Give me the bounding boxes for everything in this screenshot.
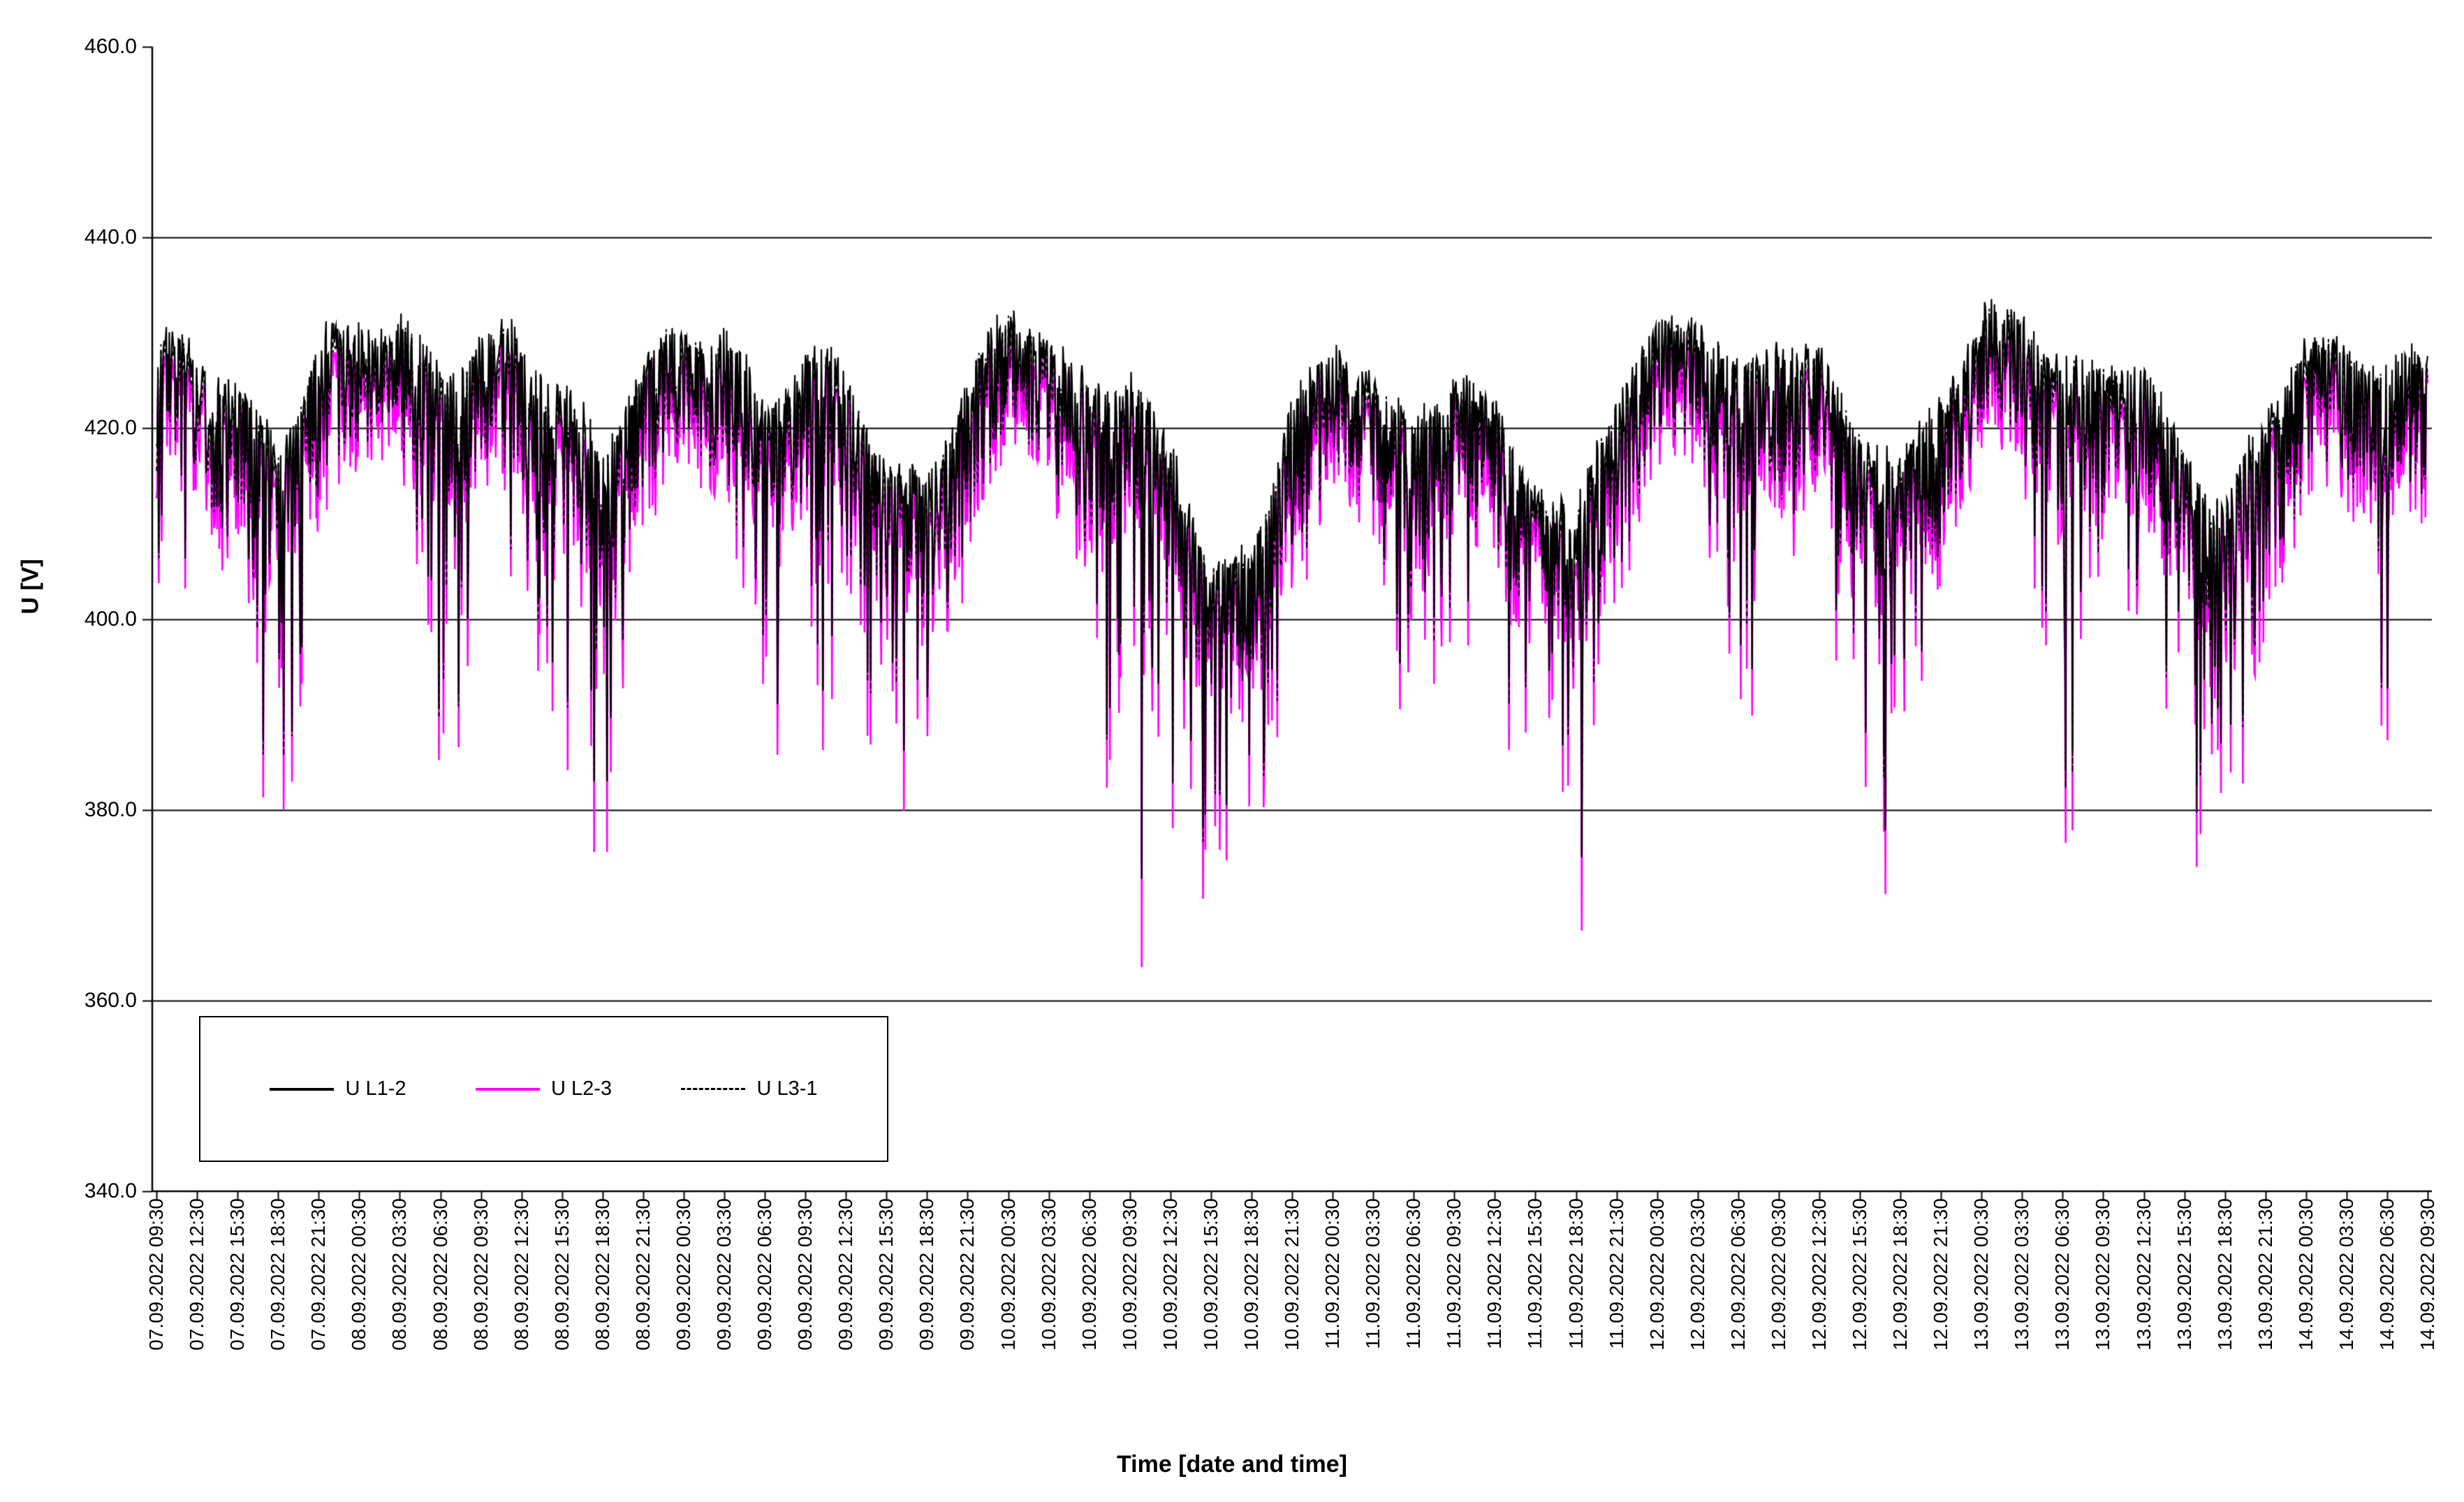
x-tick-label: 08.09.2022 06:30	[429, 1198, 451, 1350]
legend-label: U L1-2	[345, 1077, 406, 1100]
x-tick-label: 13.09.2022 06:30	[2051, 1198, 2074, 1350]
legend-entry: U L1-2	[270, 1077, 406, 1100]
x-tick-label: 14.09.2022 09:30	[2417, 1198, 2438, 1350]
x-tick-label: 13.09.2022 00:30	[1970, 1198, 1993, 1350]
x-tick-label: 12.09.2022 18:30	[1889, 1198, 1912, 1350]
x-tick-label: 10.09.2022 00:30	[997, 1198, 1019, 1350]
x-tick-label: 11.09.2022 03:30	[1362, 1198, 1384, 1349]
x-tick-label: 09.09.2022 06:30	[754, 1198, 776, 1350]
x-tick-label: 11.09.2022 09:30	[1443, 1198, 1465, 1349]
x-tick-label: 14.09.2022 03:30	[2335, 1198, 2357, 1350]
x-tick-label: 13.09.2022 18:30	[2213, 1198, 2236, 1350]
x-tick-label: 12.09.2022 12:30	[1807, 1198, 1830, 1350]
legend: U L1-2 U L2-3 U L3-1	[199, 1016, 888, 1162]
x-axis-title: Time [date and time]	[1117, 1451, 1347, 1478]
legend-entry: U L3-1	[681, 1077, 818, 1100]
x-tick-label: 08.09.2022 21:30	[631, 1198, 654, 1350]
x-tick-label: 07.09.2022 18:30	[267, 1198, 289, 1350]
x-tick-label: 13.09.2022 21:30	[2254, 1198, 2276, 1350]
legend-label: U L3-1	[756, 1077, 818, 1100]
x-tick-label: 11.09.2022 06:30	[1402, 1198, 1425, 1349]
x-tick-label: 11.09.2022 12:30	[1483, 1198, 1506, 1349]
x-tick-label: 13.09.2022 03:30	[2011, 1198, 2033, 1350]
x-tick-label: 09.09.2022 21:30	[956, 1198, 978, 1350]
x-tick-label: 11.09.2022 00:30	[1321, 1198, 1344, 1349]
x-tick-label: 10.09.2022 15:30	[1199, 1198, 1222, 1350]
x-tick-label: 08.09.2022 03:30	[388, 1198, 411, 1350]
x-tick-label: 11.09.2022 21:30	[1605, 1198, 1627, 1349]
x-tick-label: 09.09.2022 12:30	[835, 1198, 857, 1350]
x-tick-label: 07.09.2022 09:30	[145, 1198, 167, 1350]
legend-line-sample	[270, 1087, 335, 1091]
y-tick-label: 360.0	[84, 988, 137, 1012]
x-tick-label: 12.09.2022 21:30	[1930, 1198, 1952, 1350]
x-tick-label: 13.09.2022 15:30	[2173, 1198, 2195, 1350]
y-tick-label: 440.0	[84, 226, 137, 249]
x-tick-label: 10.09.2022 03:30	[1037, 1198, 1059, 1350]
legend-line-sample	[475, 1087, 540, 1091]
y-tick-label: 460.0	[84, 35, 137, 58]
legend-label: U L2-3	[550, 1077, 612, 1100]
x-tick-label: 11.09.2022 15:30	[1524, 1198, 1546, 1349]
legend-line-sample	[681, 1088, 746, 1090]
x-tick-label: 07.09.2022 15:30	[226, 1198, 249, 1350]
x-tick-label: 11.09.2022 18:30	[1564, 1198, 1587, 1349]
y-tick-label: 420.0	[84, 416, 137, 440]
x-tick-label: 10.09.2022 18:30	[1240, 1198, 1262, 1350]
x-tick-label: 09.09.2022 18:30	[916, 1198, 938, 1350]
x-tick-label: 10.09.2022 12:30	[1159, 1198, 1181, 1350]
x-tick-label: 12.09.2022 06:30	[1726, 1198, 1749, 1350]
x-tick-label: 12.09.2022 09:30	[1767, 1198, 1789, 1350]
x-tick-label: 08.09.2022 00:30	[348, 1198, 370, 1350]
x-tick-label: 09.09.2022 09:30	[794, 1198, 816, 1350]
x-tick-label: 08.09.2022 12:30	[510, 1198, 532, 1350]
x-tick-label: 12.09.2022 15:30	[1849, 1198, 1870, 1350]
x-tick-label: 09.09.2022 00:30	[672, 1198, 694, 1350]
y-tick-label: 400.0	[84, 607, 137, 631]
x-tick-label: 07.09.2022 21:30	[307, 1198, 330, 1350]
x-tick-label: 09.09.2022 15:30	[875, 1198, 897, 1350]
y-tick-label: 380.0	[84, 797, 137, 821]
x-tick-label: 10.09.2022 09:30	[1118, 1198, 1141, 1350]
x-tick-label: 10.09.2022 06:30	[1078, 1198, 1100, 1350]
x-tick-label: 09.09.2022 03:30	[713, 1198, 735, 1350]
x-tick-label: 13.09.2022 12:30	[2132, 1198, 2155, 1350]
x-tick-label: 10.09.2022 21:30	[1281, 1198, 1303, 1350]
x-tick-label: 07.09.2022 12:30	[186, 1198, 208, 1350]
x-tick-label: 14.09.2022 00:30	[2294, 1198, 2317, 1350]
x-tick-label: 13.09.2022 09:30	[2092, 1198, 2114, 1350]
x-tick-label: 12.09.2022 03:30	[1686, 1198, 1708, 1350]
legend-entry: U L2-3	[475, 1077, 612, 1100]
x-tick-label: 08.09.2022 09:30	[469, 1198, 492, 1350]
y-tick-label: 340.0	[84, 1179, 137, 1202]
x-tick-label: 08.09.2022 18:30	[591, 1198, 613, 1350]
x-tick-label: 08.09.2022 15:30	[550, 1198, 573, 1350]
x-tick-label: 14.09.2022 06:30	[2375, 1198, 2398, 1350]
x-tick-label: 12.09.2022 00:30	[1645, 1198, 1668, 1350]
y-axis-title: U [V]	[17, 559, 44, 614]
